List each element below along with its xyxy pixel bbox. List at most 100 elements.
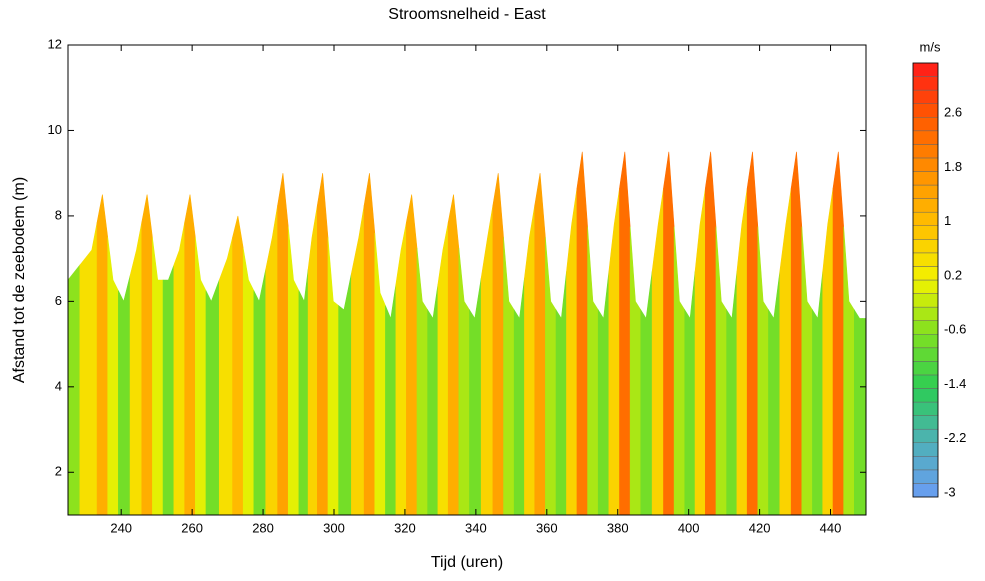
colorbar-band — [912, 306, 939, 321]
velocity-cell — [705, 151, 717, 516]
colorbar-band — [912, 76, 939, 91]
velocity-cell — [298, 269, 309, 516]
x-tick-label: 420 — [749, 520, 771, 535]
x-tick-label: 240 — [110, 520, 132, 535]
colorbar-band — [912, 157, 939, 172]
colorbar-band — [912, 442, 939, 457]
y-tick-label: 2 — [55, 464, 62, 479]
velocity-cell — [566, 188, 578, 516]
colorbar-band — [912, 103, 939, 118]
velocity-cell — [351, 205, 365, 516]
colorbar-tick-label: 1.8 — [944, 159, 962, 174]
velocity-cell — [152, 237, 164, 516]
velocity-cell — [832, 151, 844, 516]
velocity-cell — [673, 226, 686, 516]
velocity-cell — [253, 269, 267, 516]
colorbar-tick-label: -0.6 — [944, 322, 966, 337]
colorbar-band — [912, 469, 939, 484]
velocity-cell — [843, 226, 855, 516]
velocity-cell — [779, 188, 792, 516]
velocity-cell — [406, 194, 418, 516]
y-tick-label: 8 — [55, 207, 62, 222]
velocity-cell — [608, 188, 620, 516]
chart-title: Stroomsnelheid - East — [388, 6, 546, 23]
x-tick-label: 340 — [465, 520, 487, 535]
velocity-cell — [287, 226, 300, 516]
colorbar-band — [912, 211, 939, 226]
y-tick-label: 12 — [48, 36, 62, 51]
colorbar-band — [912, 401, 939, 416]
velocity-cell — [640, 271, 653, 516]
velocity-cell — [447, 194, 460, 516]
velocity-cell — [619, 151, 631, 516]
velocity-cell — [469, 277, 482, 516]
colorbar-band — [912, 144, 939, 159]
colorbar-band — [912, 483, 939, 498]
colorbar-band — [912, 171, 939, 186]
velocity-cell — [205, 279, 220, 516]
x-tick-label: 400 — [678, 520, 700, 535]
y-axis-label: Afstand tot de zeebodem (m) — [11, 177, 28, 383]
velocity-cell — [265, 205, 278, 516]
x-tick-label: 440 — [820, 520, 842, 535]
velocity-cell — [736, 188, 748, 516]
colorbar-tick-label: -2.2 — [944, 430, 966, 445]
colorbar-band — [912, 266, 939, 281]
x-axis-label: Tijd (uren) — [431, 554, 503, 571]
velocity-cell — [195, 237, 207, 516]
velocity-cell — [277, 173, 289, 516]
colorbar-tick-label: -3 — [944, 484, 956, 499]
colorbar-band — [912, 361, 939, 376]
velocity-cell — [458, 247, 470, 516]
colorbar-band — [912, 117, 939, 132]
x-tick-label: 360 — [536, 520, 558, 535]
colorbar-band — [912, 130, 939, 145]
velocity-cell — [492, 173, 504, 516]
colorbar-band — [912, 456, 939, 471]
colorbar-tick-label: 0.2 — [944, 267, 962, 282]
colorbar-band — [912, 374, 939, 389]
velocity-cell — [503, 237, 515, 516]
colorbar-band — [912, 89, 939, 104]
velocity-cell — [684, 271, 696, 516]
x-tick-label: 300 — [323, 520, 345, 535]
colorbar-tick-label: -1.4 — [944, 376, 966, 391]
colorbar-tick-label: 2.6 — [944, 105, 962, 120]
velocity-cell — [801, 226, 813, 516]
velocity-cell — [385, 284, 397, 516]
velocity-cell — [587, 226, 599, 516]
velocity-cell — [96, 194, 109, 516]
colorbar-band — [912, 415, 939, 430]
velocity-cell — [218, 237, 233, 516]
colorbar-band — [912, 293, 939, 308]
velocity-cell — [853, 308, 864, 516]
velocity-cell — [651, 188, 664, 516]
colorbar-band — [912, 62, 939, 77]
velocity-cell — [768, 271, 781, 516]
colorbar-band — [912, 320, 939, 335]
y-tick-label: 4 — [55, 378, 62, 393]
colorbar-frame — [912, 62, 939, 498]
y-tick-label: 6 — [55, 293, 62, 308]
velocity-cell — [338, 273, 352, 516]
velocity-cell — [757, 226, 769, 516]
velocity-cell — [726, 271, 738, 516]
velocity-cell — [129, 222, 143, 516]
velocity-cell — [118, 275, 131, 516]
x-tick-label: 380 — [607, 520, 629, 535]
velocity-cell — [576, 151, 588, 516]
velocity-cell — [790, 151, 803, 516]
velocity-cell — [555, 271, 567, 516]
velocity-cell — [184, 194, 196, 516]
colorbar-band — [912, 334, 939, 349]
velocity-cell — [416, 247, 428, 516]
velocity-cell — [307, 205, 318, 516]
x-tick-label: 320 — [394, 520, 416, 535]
y-tick-label: 10 — [48, 122, 62, 137]
velocity-cell — [545, 237, 557, 516]
colorbar-band — [912, 184, 939, 199]
colorbar-band — [912, 347, 939, 362]
velocity-cell — [437, 222, 449, 516]
colorbar-band — [912, 252, 939, 267]
